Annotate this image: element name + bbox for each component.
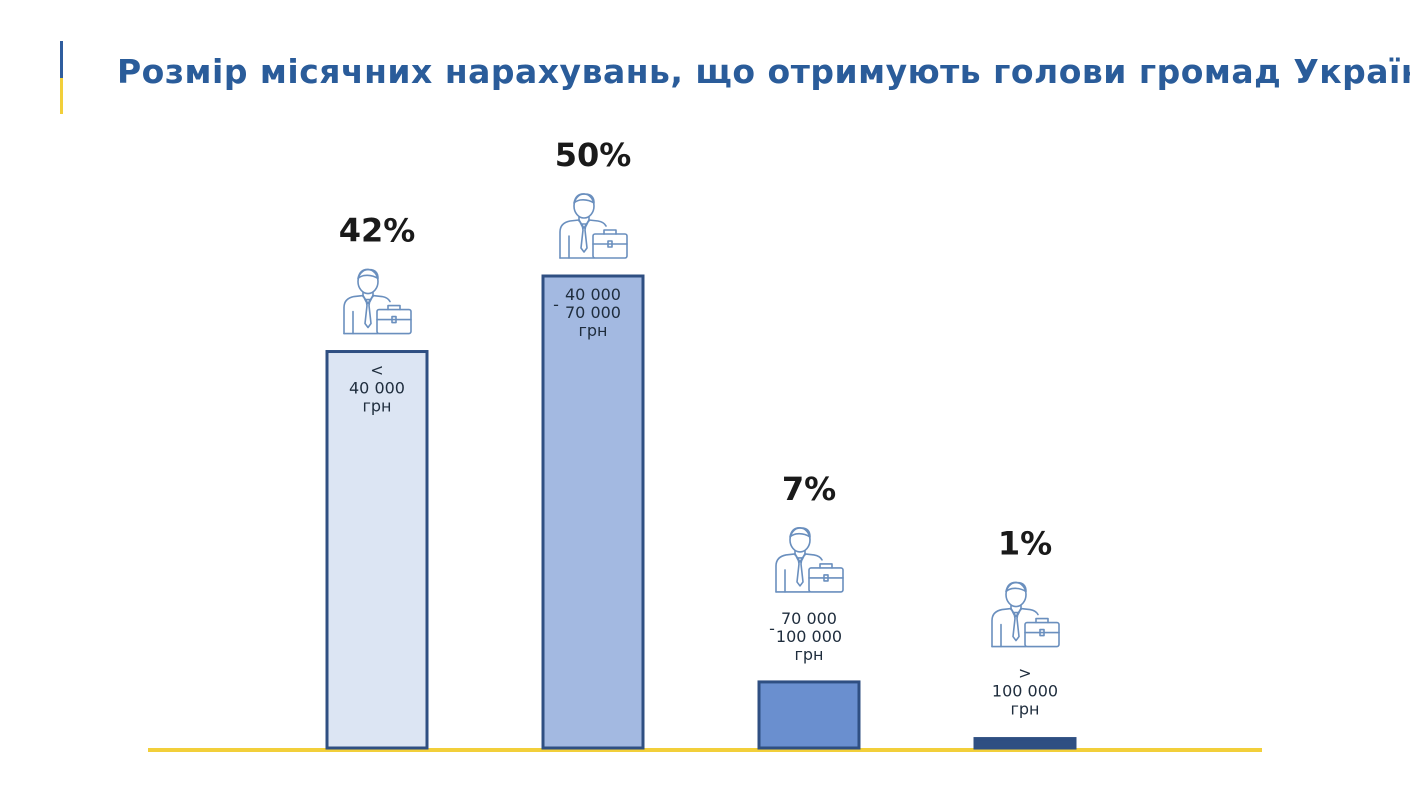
bar-1 <box>325 350 429 750</box>
businessman-with-briefcase-icon <box>343 268 412 335</box>
bar-3-value-label: 7% <box>782 470 836 508</box>
bar-2 <box>541 274 645 750</box>
bar-4-label-line: > <box>1018 664 1031 683</box>
bar-1-label-line: грн <box>362 397 391 416</box>
bar-1-value-label: 42% <box>339 212 416 250</box>
bar-4-label-line: 100 000 <box>992 682 1058 701</box>
bar-2-label-line: грн <box>578 321 607 340</box>
title-accent-blue <box>60 41 63 78</box>
businessman-with-briefcase-icon <box>775 527 844 593</box>
bar-2-label-line: 40 000 <box>565 285 621 304</box>
title-accent-yellow <box>60 78 63 114</box>
bar-4-value-label: 1% <box>998 525 1052 563</box>
businessman-with-briefcase-icon <box>559 193 628 259</box>
bar-2-range-dash: - <box>553 295 559 314</box>
page-title: Розмір місячних нарахувань, що отримують… <box>117 52 1410 91</box>
bar-2-label-line: 70 000 <box>565 303 621 322</box>
bar-3-label-line: 70 000 <box>781 609 837 628</box>
bar-1-label-line: 40 000 <box>349 379 405 398</box>
bar-4-label-line: грн <box>1010 700 1039 719</box>
bar-3 <box>757 680 861 750</box>
bar-4 <box>973 737 1077 750</box>
businessman-with-briefcase-icon <box>991 581 1060 648</box>
bar-2-value-label: 50% <box>555 136 632 174</box>
bar-1-label-line: < <box>370 361 383 380</box>
bar-3-label-line: 100 000 <box>776 627 842 646</box>
bar-3-range-dash: - <box>769 619 775 638</box>
bar-3-label-line: грн <box>794 645 823 664</box>
